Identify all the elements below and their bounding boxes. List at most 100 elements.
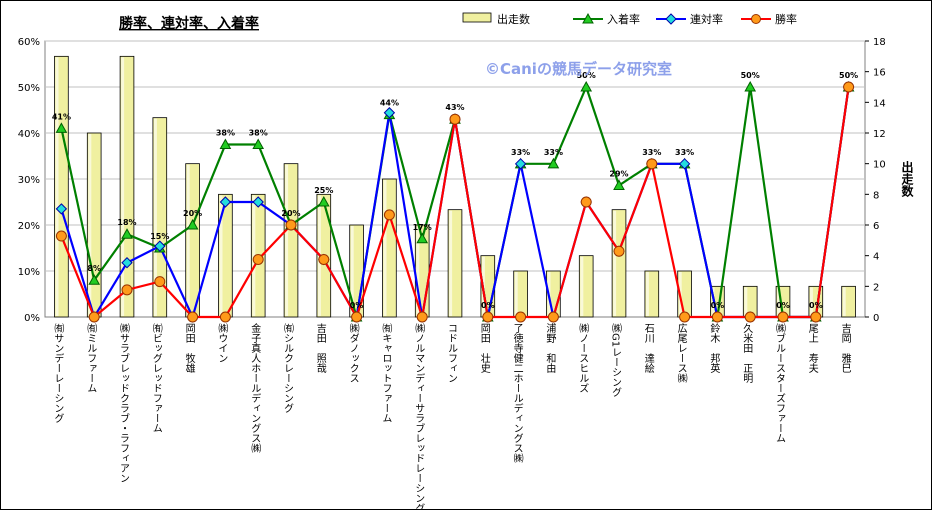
bar-highlight bbox=[252, 195, 256, 316]
data-label: 33% bbox=[675, 148, 694, 157]
legend-label: 勝率 bbox=[775, 12, 797, 26]
win-rate-marker bbox=[88, 311, 100, 323]
x-tick-label: 金子真人ホールディングス㈱ bbox=[249, 322, 261, 453]
data-label: 8% bbox=[87, 264, 101, 273]
entry-rate-marker bbox=[252, 138, 265, 149]
y-left-tick-label: 10% bbox=[18, 267, 40, 278]
y-left-tick-label: 20% bbox=[18, 221, 40, 232]
bar-highlight bbox=[350, 226, 354, 316]
bar-highlight bbox=[383, 180, 387, 316]
y-right-tick-label: 14 bbox=[873, 98, 886, 109]
bar-highlight bbox=[88, 134, 92, 316]
y-right-tick-label: 16 bbox=[873, 68, 886, 79]
place-rate-marker bbox=[219, 196, 232, 208]
x-tick-label: コドルフィン bbox=[446, 323, 458, 383]
line-markers bbox=[55, 80, 855, 323]
entry-rate-marker bbox=[186, 218, 199, 230]
data-label: 20% bbox=[183, 209, 202, 218]
bar-highlight bbox=[809, 287, 813, 316]
place-rate-marker bbox=[514, 158, 527, 170]
x-tick-label: ㈲ビッグレッドファーム bbox=[150, 323, 162, 433]
win-rate-marker bbox=[679, 311, 691, 323]
win-rate-marker bbox=[711, 311, 723, 323]
win-rate-marker bbox=[383, 209, 395, 221]
bar-highlight bbox=[744, 287, 748, 316]
win-rate-marker bbox=[121, 284, 133, 296]
entry-rate-marker bbox=[55, 122, 68, 133]
win-rate-marker bbox=[449, 113, 461, 125]
place-rate-marker bbox=[383, 107, 396, 119]
bar-highlight bbox=[842, 287, 846, 316]
data-label: 0% bbox=[776, 301, 790, 310]
bar-highlight bbox=[580, 256, 584, 316]
x-tick-label: ㈱ダノックス bbox=[347, 323, 359, 383]
bar-highlight bbox=[613, 210, 617, 316]
x-tick-label: 了徳寺健二ホールディングス㈱ bbox=[511, 323, 523, 463]
x-tick-label: 広尾レース㈱ bbox=[675, 322, 687, 383]
bar-highlight bbox=[55, 57, 59, 316]
win-rate-marker bbox=[187, 311, 199, 323]
data-label: 0% bbox=[481, 301, 495, 310]
data-label: 17% bbox=[413, 223, 432, 232]
win-rate-marker bbox=[219, 311, 231, 323]
bar-highlight bbox=[186, 164, 190, 316]
grid-lines bbox=[45, 40, 865, 272]
data-label: 20% bbox=[281, 209, 300, 218]
entry-rate-marker bbox=[121, 228, 133, 239]
place-rate-marker bbox=[121, 257, 133, 269]
y-right-tick-label: 4 bbox=[873, 252, 879, 263]
data-label: 0% bbox=[350, 301, 364, 310]
x-tick-label: ㈱ブルースターズファーム bbox=[774, 323, 786, 443]
y-right-tick-label: 8 bbox=[873, 190, 879, 201]
data-labels: 41% 8% 18% 15% 20% 38% 38% 20% 25% 0% 44% 17% 43% 0% 3… bbox=[52, 71, 858, 310]
x-tick-label: 鈴木 邦英 bbox=[708, 322, 720, 374]
entry-rate-marker bbox=[580, 80, 593, 92]
bar-highlight bbox=[219, 195, 223, 316]
win-rate-marker bbox=[646, 158, 658, 170]
legend-marker-diamond bbox=[665, 13, 677, 25]
data-label: 33% bbox=[511, 148, 530, 157]
y-axis-right: 0 2 4 6 8 10 12 14 16 18 bbox=[865, 37, 886, 324]
bar-highlight bbox=[645, 272, 649, 316]
win-rate-marker bbox=[810, 311, 822, 323]
win-rate-marker bbox=[154, 276, 166, 288]
y-right-tick-label: 12 bbox=[873, 129, 886, 140]
y-right-tick-label: 6 bbox=[873, 221, 879, 232]
data-label: 33% bbox=[642, 148, 661, 157]
data-label: 50% bbox=[741, 71, 760, 80]
bar-highlight bbox=[416, 226, 420, 316]
data-label: 43% bbox=[445, 103, 464, 112]
x-tick-label: 尾上 寿夫 bbox=[806, 323, 818, 374]
legend-marker-circle bbox=[751, 14, 761, 24]
bar-highlight bbox=[514, 272, 518, 316]
data-label: 25% bbox=[314, 186, 333, 195]
win-rate-marker bbox=[252, 254, 264, 265]
legend: 出走数 入着率 連対率 勝率 bbox=[462, 12, 797, 26]
entry-rate-marker bbox=[219, 138, 232, 149]
bar-highlight bbox=[153, 118, 157, 317]
place-rate-marker bbox=[678, 158, 691, 170]
win-rate-marker bbox=[580, 196, 592, 208]
win-rate-marker bbox=[416, 311, 428, 323]
bar-highlight bbox=[777, 287, 781, 316]
x-tick-label: ㈲ミルファーム bbox=[85, 323, 97, 393]
entry-rate-marker bbox=[547, 157, 560, 169]
data-label: 0% bbox=[711, 301, 725, 310]
y-right-tick-label: 18 bbox=[873, 37, 886, 48]
win-rate-marker bbox=[613, 245, 625, 257]
y-axis-left: 0% 10% 20% 30% 40% 50% 60% bbox=[18, 37, 40, 324]
data-label: 0% bbox=[809, 301, 823, 310]
x-tick-label: ㈲サンデーレーシング bbox=[52, 323, 64, 423]
data-label: 38% bbox=[216, 129, 235, 138]
entry-rate-marker bbox=[317, 195, 330, 207]
data-label: 44% bbox=[380, 99, 399, 108]
win-rate-marker bbox=[744, 311, 756, 323]
bar-highlight bbox=[285, 164, 289, 316]
x-tick-label: 岡田 牧雄 bbox=[183, 323, 195, 374]
data-label: 29% bbox=[609, 169, 628, 178]
y-right-tick-label: 10 bbox=[873, 160, 886, 171]
place-rate-marker bbox=[252, 196, 264, 208]
x-tick-label: ㈱ノースヒルズ bbox=[577, 323, 589, 393]
place-rate-marker bbox=[55, 203, 68, 215]
y-right-axis-label: 出走数 bbox=[900, 160, 914, 198]
